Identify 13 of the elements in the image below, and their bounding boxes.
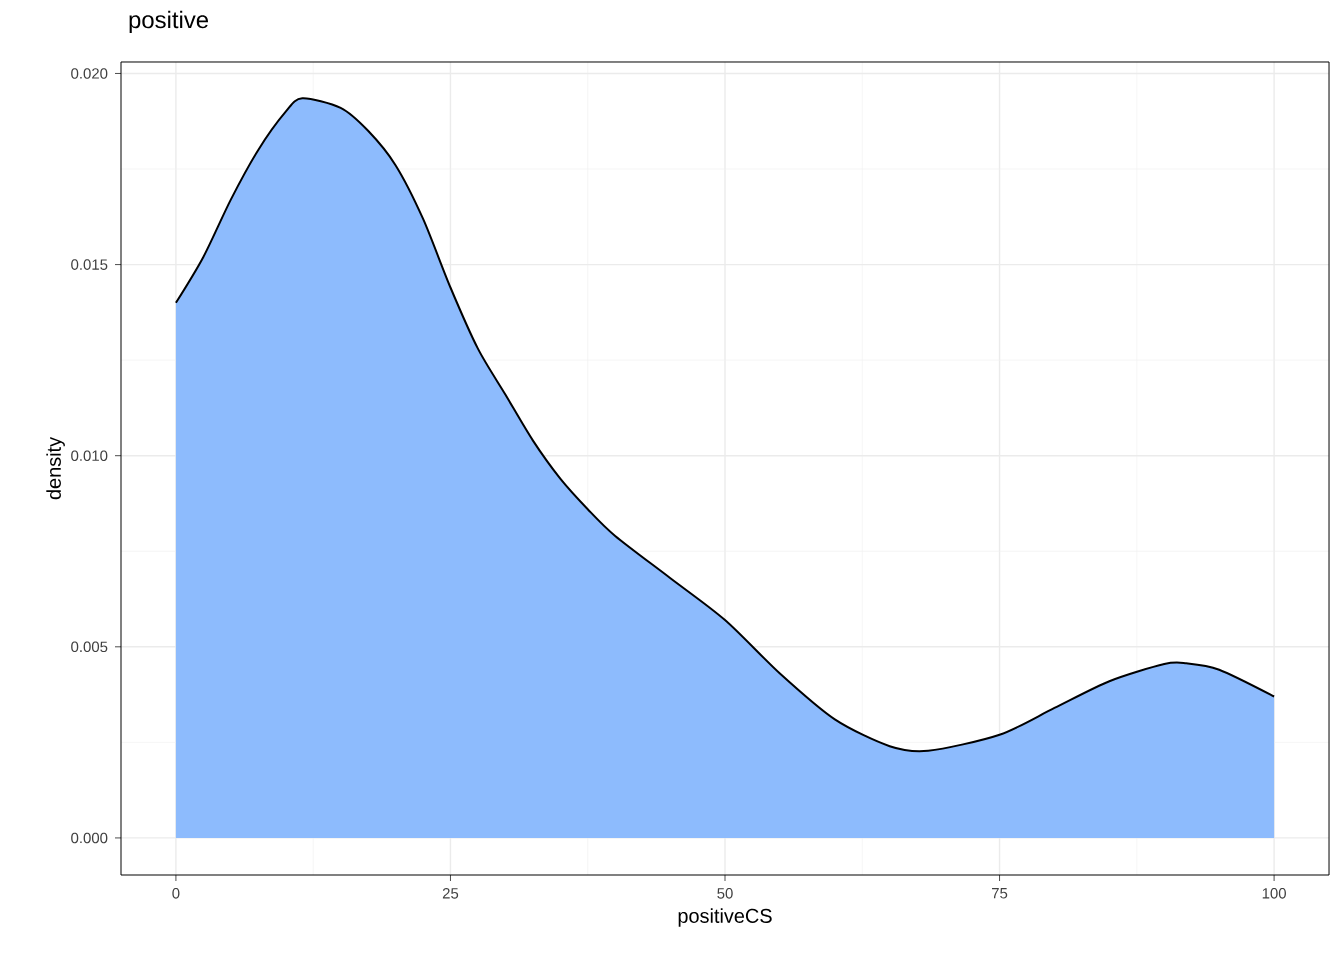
x-tick-label: 0 xyxy=(172,888,180,899)
x-tick-label: 75 xyxy=(992,888,1008,899)
y-tick-label: 0.020 xyxy=(71,68,108,79)
chart-title: positive xyxy=(129,10,209,33)
y-axis-title: density xyxy=(46,436,65,500)
y-tick-label: 0.015 xyxy=(71,259,108,270)
x-axis-title: positiveCS xyxy=(678,908,772,927)
x-tick-label: 25 xyxy=(442,888,459,899)
y-tick-label: 0.005 xyxy=(71,641,108,653)
y-tick-label: 0.010 xyxy=(71,450,108,461)
y-tick-label: 0.000 xyxy=(71,832,108,844)
x-tick-label: 50 xyxy=(717,888,733,899)
x-tick-label: 100 xyxy=(1262,888,1286,899)
